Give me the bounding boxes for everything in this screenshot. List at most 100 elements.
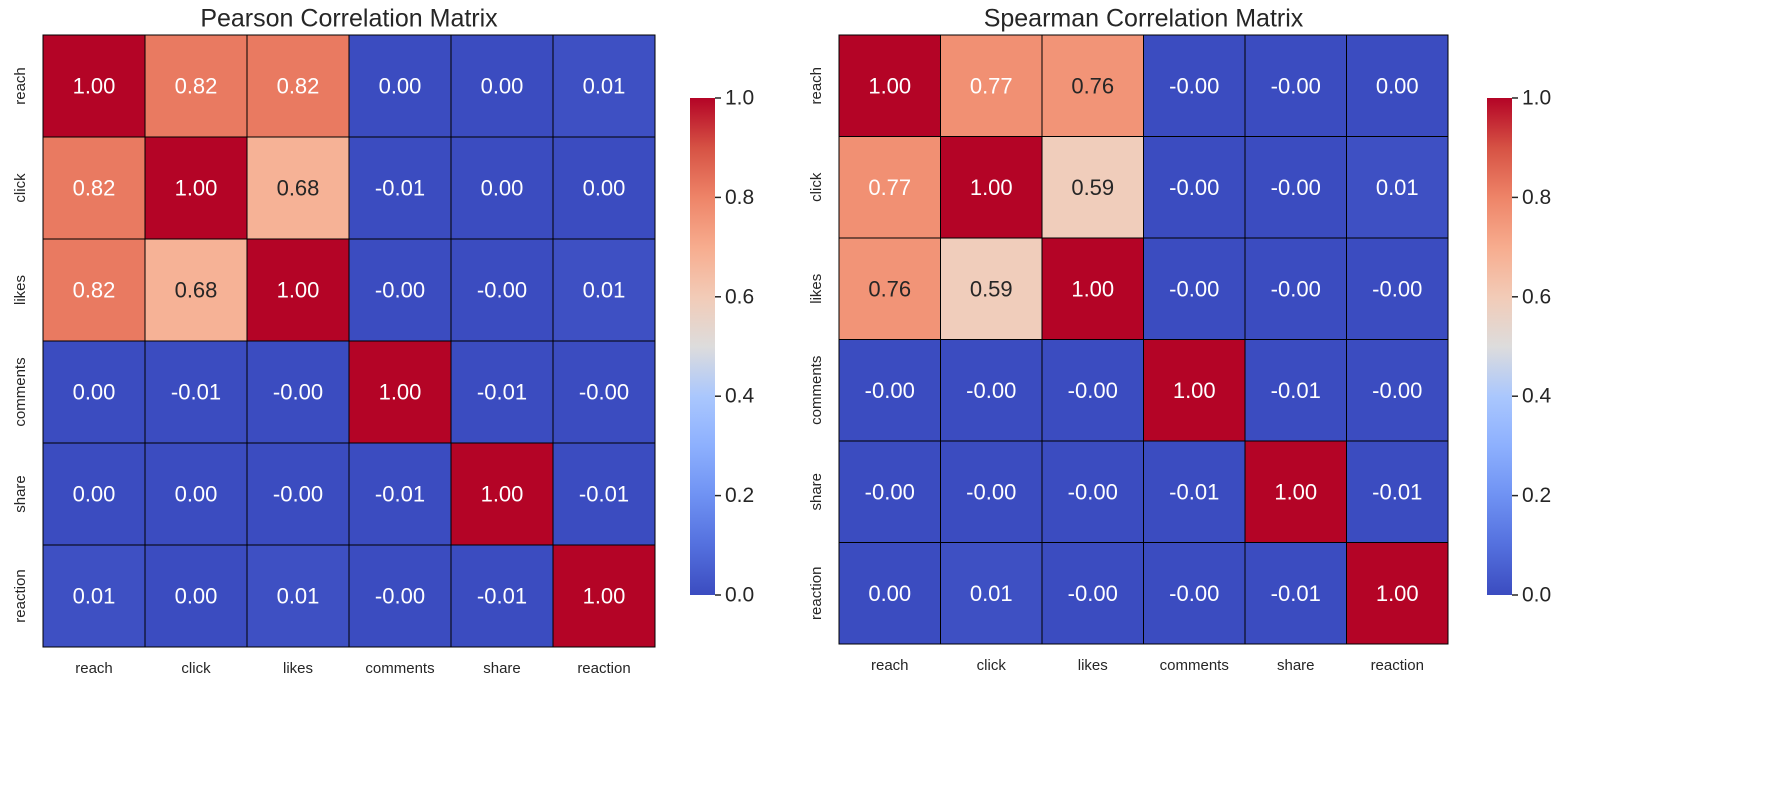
heatmap-cell	[838, 136, 941, 239]
colorbar	[1487, 98, 1512, 595]
cell-value-label: 0.77	[970, 73, 1013, 98]
cell-value-label: -0.00	[1271, 175, 1321, 200]
heatmap-cell	[1244, 34, 1347, 137]
cell-value-label: 0.59	[970, 276, 1013, 301]
heatmap-cell	[940, 237, 1043, 340]
colorbar-tick-label: 1.0	[1522, 87, 1551, 110]
heatmap-cell	[940, 440, 1043, 543]
heatmap-cell	[42, 34, 146, 138]
y-tick-label: likes	[12, 275, 29, 305]
cell-value-label: -0.00	[865, 378, 915, 403]
cell-value-label: 1.00	[583, 584, 626, 609]
x-tick-label: reaction	[577, 660, 630, 677]
heatmap-cell	[1143, 34, 1246, 137]
heatmap-cell	[348, 442, 452, 546]
y-tick-label: click	[808, 172, 825, 202]
cell-value-label: -0.00	[1169, 276, 1219, 301]
colorbar-tick-label: 0.2	[725, 484, 754, 507]
x-tick-label: share	[483, 660, 521, 677]
heatmap-cell	[1346, 542, 1449, 645]
cell-value-label: 0.00	[73, 380, 116, 405]
y-tick-label: comments	[808, 356, 825, 425]
heatmap-cell	[144, 238, 248, 342]
cell-value-label: 0.82	[73, 278, 116, 303]
cell-value-label: -0.00	[966, 378, 1016, 403]
cell-value-label: 0.00	[175, 482, 218, 507]
x-tick-label: comments	[1160, 657, 1229, 674]
cell-value-label: -0.00	[273, 380, 323, 405]
x-tick-label: click	[181, 660, 211, 677]
cell-value-label: 1.00	[1376, 581, 1419, 606]
x-tick-label: share	[1277, 657, 1315, 674]
cell-value-label: -0.00	[1068, 378, 1118, 403]
chart-title: Pearson Correlation Matrix	[200, 5, 498, 33]
cell-value-label: -0.00	[1372, 378, 1422, 403]
cell-value-label: 0.00	[1376, 73, 1419, 98]
cell-value-label: -0.01	[1169, 479, 1219, 504]
heatmap-cell	[1143, 440, 1246, 543]
cell-value-label: -0.00	[1068, 479, 1118, 504]
colorbar-tick-label: 0.0	[725, 584, 754, 607]
cell-value-label: 0.01	[1376, 175, 1419, 200]
heatmap-cell	[246, 238, 350, 342]
cell-value-label: -0.01	[171, 380, 221, 405]
heatmap-cell	[450, 340, 554, 444]
colorbar-tick-label: 0.4	[725, 385, 755, 408]
heatmap-cell	[1041, 136, 1144, 239]
cell-value-label: 1.00	[277, 278, 320, 303]
heatmap-cell	[348, 136, 452, 240]
colorbar-tick-label: 0.2	[1522, 484, 1551, 507]
cell-value-label: 1.00	[481, 482, 524, 507]
heatmap-cell	[450, 238, 554, 342]
heatmap-cell	[450, 442, 554, 546]
heatmap-cell	[1143, 339, 1246, 442]
cell-value-label: 1.00	[1071, 276, 1114, 301]
x-tick-label: reach	[871, 657, 909, 674]
cell-value-label: -0.00	[1169, 73, 1219, 98]
heatmap-cell	[940, 34, 1043, 137]
colorbar-tick-label: 0.6	[1522, 285, 1551, 308]
heatmap-cell	[1244, 237, 1347, 340]
heatmap-cell	[1244, 136, 1347, 239]
cell-value-label: 0.76	[868, 276, 911, 301]
cell-value-label: 0.01	[583, 278, 626, 303]
heatmap-cell	[838, 339, 941, 442]
heatmap-cell	[1346, 136, 1449, 239]
y-tick-label: likes	[808, 274, 825, 304]
heatmap-cell	[1041, 542, 1144, 645]
heatmap-cell	[552, 238, 656, 342]
cell-value-label: 1.00	[970, 175, 1013, 200]
y-tick-label: share	[12, 475, 29, 513]
cell-value-label: -0.01	[477, 380, 527, 405]
cell-value-label: -0.01	[1271, 378, 1321, 403]
pearson-heatmap-panel: Pearson Correlation Matrix 1.00 0.82 0.82 0.…	[12, 5, 755, 677]
y-tick-label: share	[808, 473, 825, 511]
cell-value-label: 1.00	[175, 176, 218, 201]
heatmap-cell	[348, 340, 452, 444]
y-tick-label: reaction	[12, 569, 29, 622]
cell-value-label: 0.77	[868, 175, 911, 200]
cell-value-label: 1.00	[379, 380, 422, 405]
y-tick-label: reach	[12, 67, 29, 105]
y-tick-label: click	[12, 173, 29, 203]
cell-value-label: -0.00	[579, 380, 629, 405]
cell-value-label: -0.00	[375, 278, 425, 303]
heatmap-cell	[552, 34, 656, 138]
cell-value-label: 0.00	[868, 581, 911, 606]
cell-value-label: -0.01	[1271, 581, 1321, 606]
cell-value-label: 1.00	[1173, 378, 1216, 403]
heatmap-cell	[552, 442, 656, 546]
y-tick-label: reaction	[808, 567, 825, 620]
heatmap-cell	[1244, 542, 1347, 645]
cell-value-label: 0.68	[277, 176, 320, 201]
cell-value-label: 0.00	[379, 74, 422, 99]
cell-value-label: -0.01	[375, 176, 425, 201]
heatmap-cell	[144, 136, 248, 240]
x-tick-label: likes	[1078, 657, 1108, 674]
heatmap-cell	[1244, 339, 1347, 442]
colorbar-tick-label: 1.0	[725, 87, 754, 110]
heatmap-cell	[1041, 440, 1144, 543]
colorbar-tick-label: 0.0	[1522, 584, 1551, 607]
cell-value-label: 0.01	[583, 74, 626, 99]
